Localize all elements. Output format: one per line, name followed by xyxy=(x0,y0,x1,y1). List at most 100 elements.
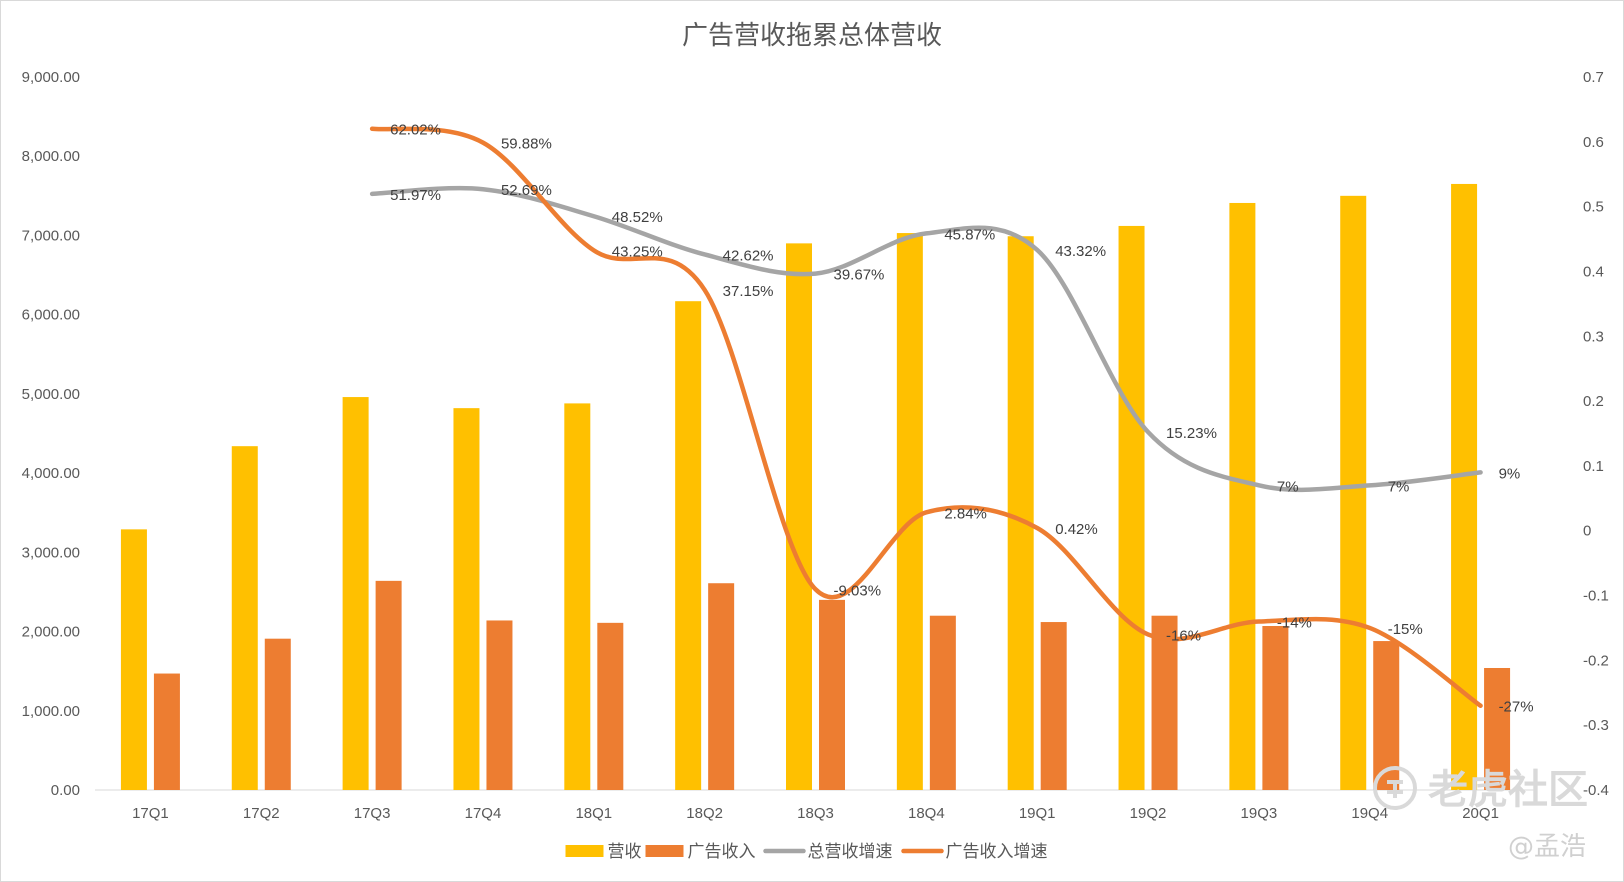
bar-revenue xyxy=(453,408,480,790)
x-tick-label: 18Q2 xyxy=(686,805,723,822)
data-label: 45.87% xyxy=(944,226,995,243)
data-label: -15% xyxy=(1388,621,1423,638)
bar-ad-revenue xyxy=(1151,615,1178,790)
data-label: 51.97% xyxy=(390,187,441,204)
y-right-tick-label: 0.5 xyxy=(1583,199,1604,216)
x-tick-label: 17Q3 xyxy=(354,805,391,822)
data-label: -9.03% xyxy=(834,582,882,599)
data-label: 2.84% xyxy=(944,505,987,522)
x-tick-label: 17Q2 xyxy=(243,805,280,822)
y-left-tick-label: 0.00 xyxy=(51,782,80,799)
bar-revenue xyxy=(675,301,702,790)
y-right-tick-label: -0.3 xyxy=(1583,717,1609,734)
y-axis-left: 0.00 1,000.00 2,000.00 3,000.00 4,000.00 5,00… xyxy=(22,69,80,799)
bar-revenue xyxy=(1451,183,1478,790)
legend-swatch xyxy=(565,845,604,857)
data-label: 43.25% xyxy=(612,243,663,260)
x-tick-label: 17Q4 xyxy=(465,805,502,822)
bar-revenue xyxy=(896,233,923,791)
x-tick-label: 17Q1 xyxy=(132,805,169,822)
x-tick-label: 18Q1 xyxy=(575,805,612,822)
bar-ad-revenue xyxy=(486,620,513,790)
line-ad-growth xyxy=(369,126,1483,708)
y-right-tick-label: 0.6 xyxy=(1583,134,1604,151)
legend: 营收 广告收入 总营收增速 广告收入增速 xyxy=(565,842,1048,862)
bar-revenue xyxy=(1229,202,1256,791)
watermark-logo-icon xyxy=(1373,766,1417,810)
bar-ad-revenue xyxy=(597,622,624,790)
bar-revenue xyxy=(564,403,591,790)
bar-revenue xyxy=(1340,195,1367,791)
bar-ad-revenue xyxy=(1484,667,1511,790)
legend-swatch xyxy=(645,845,684,857)
bar-ad-revenue xyxy=(1262,626,1289,790)
y-right-tick-label: 0.7 xyxy=(1583,69,1604,86)
data-label: -14% xyxy=(1277,614,1312,631)
bar-revenue xyxy=(786,243,812,790)
y-left-tick-label: 4,000.00 xyxy=(22,465,80,482)
y-right-tick-label: 0 xyxy=(1583,523,1591,540)
y-left-tick-label: 9,000.00 xyxy=(22,69,80,86)
x-tick-label: 19Q1 xyxy=(1019,805,1056,822)
bar-ad-revenue xyxy=(1373,641,1400,790)
y-right-tick-label: -0.2 xyxy=(1583,652,1609,669)
data-label: 43.32% xyxy=(1055,243,1106,260)
legend-label: 广告收入 xyxy=(688,842,756,862)
x-tick-label: 19Q2 xyxy=(1130,805,1167,822)
watermark-brand: 老虎社区 xyxy=(1428,767,1588,813)
data-label: 7% xyxy=(1388,478,1410,495)
bar-revenue xyxy=(1118,225,1145,791)
bar-ad-revenue xyxy=(819,599,845,790)
data-label: 48.52% xyxy=(612,209,663,226)
y-right-tick-label: -0.1 xyxy=(1583,588,1609,605)
y-right-tick-label: 0.1 xyxy=(1583,458,1604,475)
y-left-tick-label: 1,000.00 xyxy=(22,703,80,720)
watermark: 老虎社区 @孟浩 xyxy=(1373,766,1588,862)
data-label: 15.23% xyxy=(1166,425,1217,442)
x-tick-label: 20Q1 xyxy=(1462,805,1499,822)
legend-label: 广告收入增速 xyxy=(946,842,1048,862)
line-total-growth xyxy=(369,185,1483,493)
bar-revenue xyxy=(1007,236,1034,790)
x-tick-label: 19Q4 xyxy=(1351,805,1388,822)
bar-ad-revenue xyxy=(264,638,291,790)
y-axis-right: -0.4 -0.3 -0.2 -0.1 0 0.1 0.2 0.3 0.4 0.5 0.6 0.7 xyxy=(1583,69,1609,799)
y-left-tick-label: 8,000.00 xyxy=(22,148,80,165)
bar-ad-revenue xyxy=(929,615,956,790)
y-left-tick-label: 2,000.00 xyxy=(22,624,80,641)
data-label: 0.42% xyxy=(1055,521,1098,538)
bar-revenue xyxy=(231,446,258,790)
data-label: 62.02% xyxy=(390,122,441,139)
x-tick-label: 19Q3 xyxy=(1241,805,1278,822)
bars xyxy=(120,183,1511,791)
bar-revenue xyxy=(342,397,369,790)
y-right-tick-label: 0.4 xyxy=(1583,263,1604,280)
x-tick-label: 18Q4 xyxy=(908,805,945,822)
bar-ad-revenue xyxy=(708,583,735,790)
x-tick-label: 18Q3 xyxy=(797,805,834,822)
chart-title: 广告营收拖累总体营收 xyxy=(682,21,942,51)
y-right-tick-label: 0.3 xyxy=(1583,328,1604,345)
data-label: 52.69% xyxy=(501,182,552,199)
data-label: 39.67% xyxy=(834,267,885,284)
y-left-tick-label: 6,000.00 xyxy=(22,307,80,324)
x-axis: 17Q1 17Q2 17Q3 17Q4 18Q1 18Q2 18Q3 18Q4 19Q1 19Q2… xyxy=(132,805,1499,822)
bar-ad-revenue xyxy=(153,673,180,790)
bar-ad-revenue xyxy=(1040,622,1067,790)
data-label: 59.88% xyxy=(501,136,552,153)
data-labels: 51.97% 52.69% 48.52% 42.62% 39.67% 45.87% 43.3… xyxy=(390,122,1533,716)
y-left-tick-label: 3,000.00 xyxy=(22,544,80,561)
bar-ad-revenue xyxy=(375,580,402,790)
watermark-author: @孟浩 xyxy=(1508,832,1586,862)
y-right-tick-label: -0.4 xyxy=(1583,782,1609,799)
data-label: 7% xyxy=(1277,478,1299,495)
data-label: 42.62% xyxy=(723,247,774,264)
y-left-tick-label: 7,000.00 xyxy=(22,227,80,244)
data-label: -16% xyxy=(1166,627,1201,644)
data-label: -27% xyxy=(1499,699,1534,716)
bar-revenue xyxy=(120,529,147,790)
data-label: 37.15% xyxy=(723,283,774,300)
legend-label: 总营收增速 xyxy=(808,842,893,862)
data-label: 9% xyxy=(1499,465,1521,482)
